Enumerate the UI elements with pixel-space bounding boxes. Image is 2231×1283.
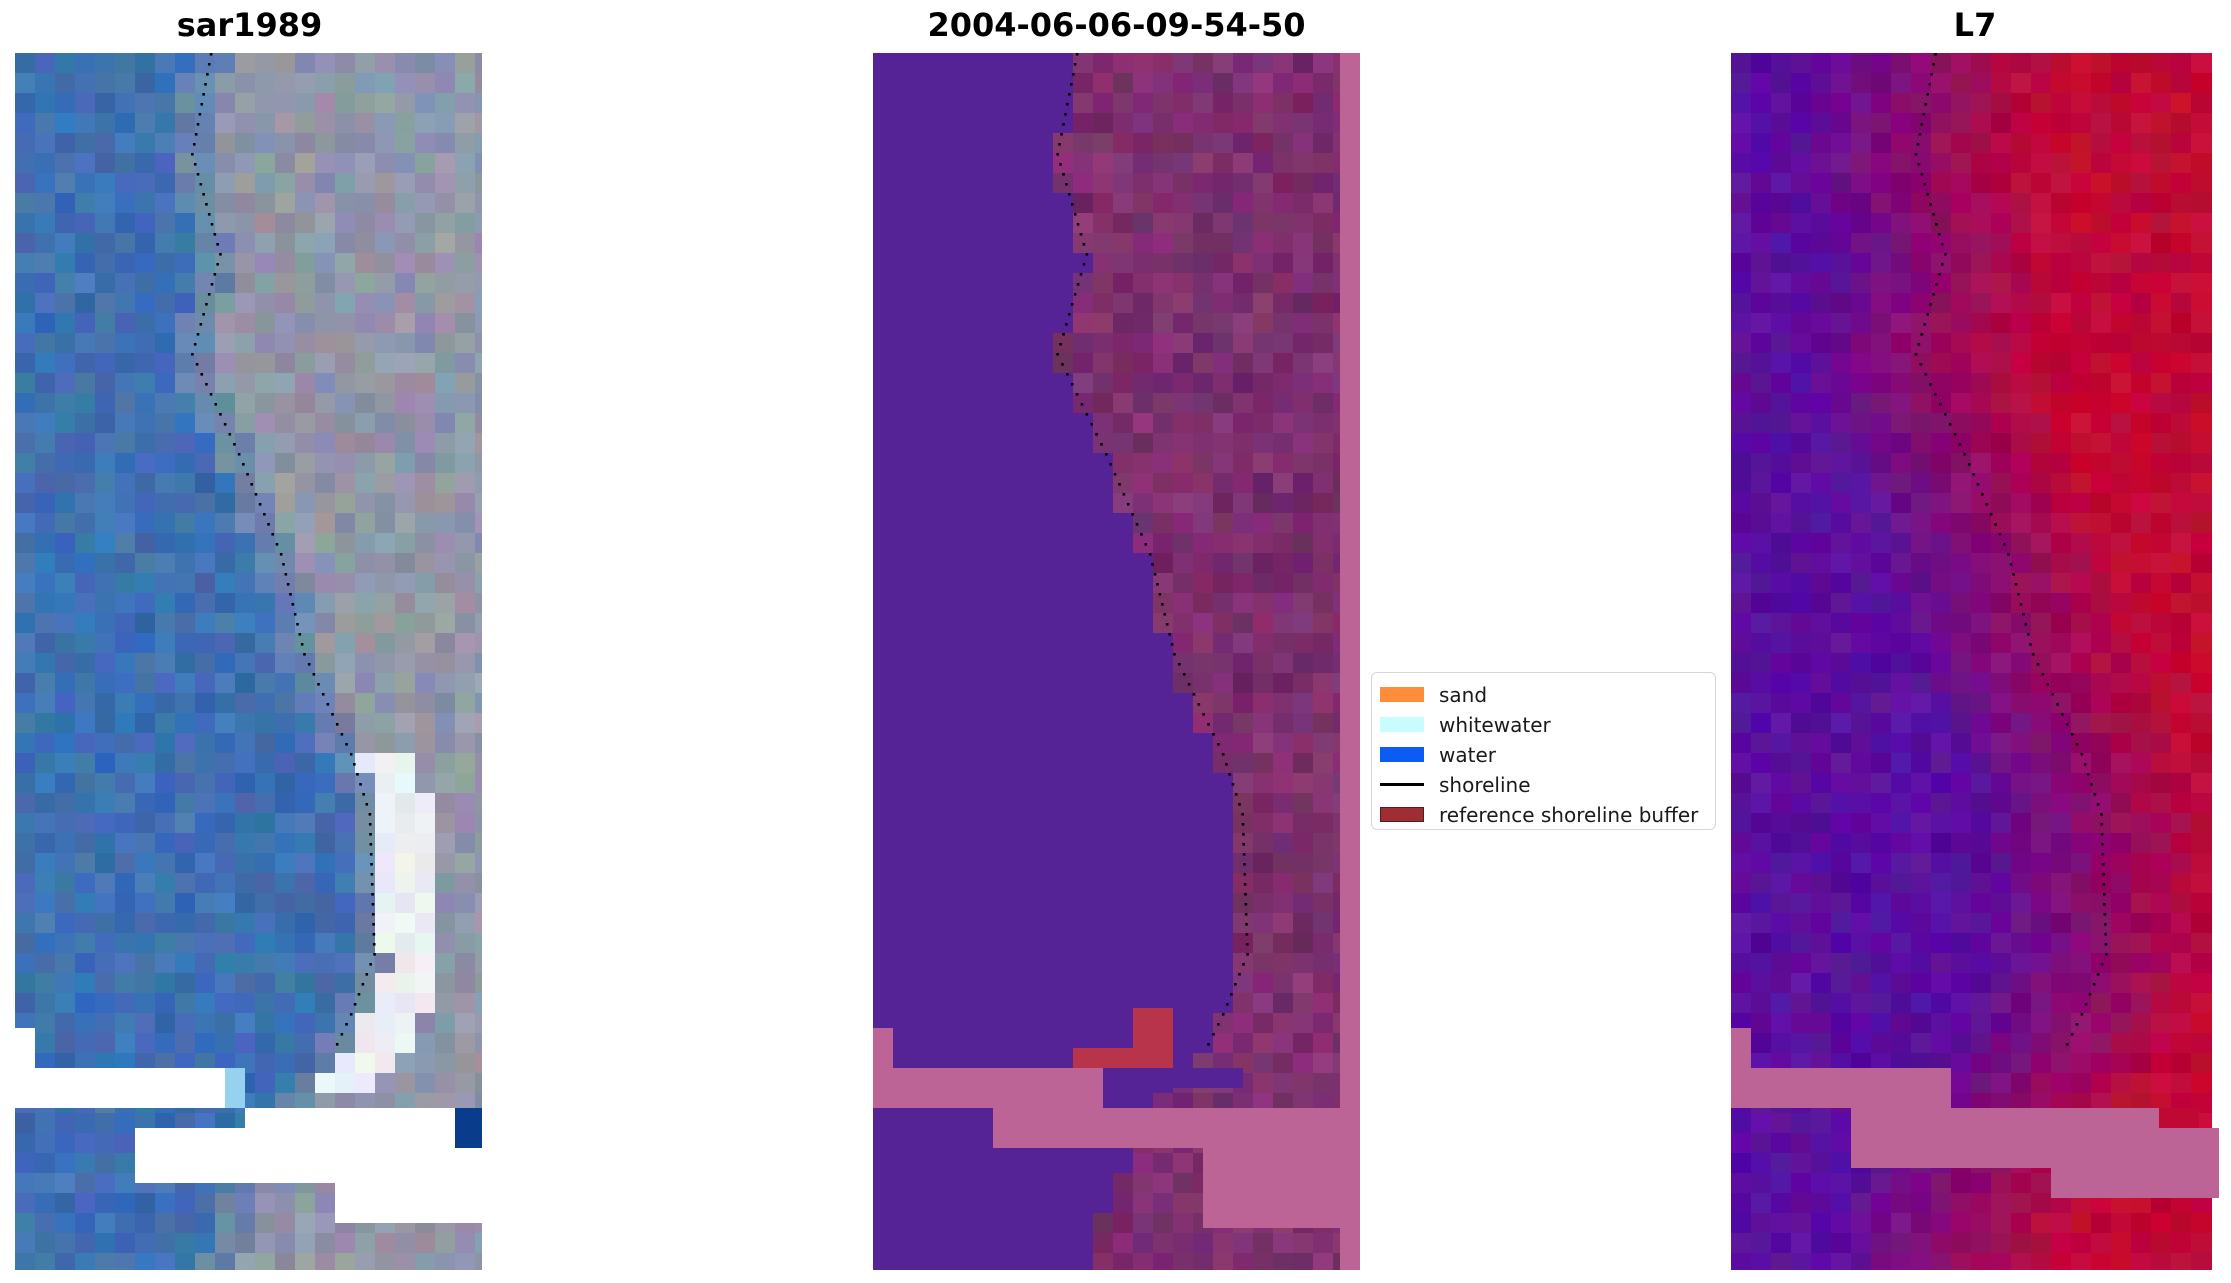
legend: sand whitewater water shoreline referenc… bbox=[1371, 672, 1716, 830]
legend-label-shoreline: shoreline bbox=[1439, 773, 1531, 797]
panel-title-ndwi: L7 bbox=[1953, 6, 1997, 44]
legend-item-shoreline: shoreline bbox=[1372, 770, 1715, 800]
reference-buffer-swatch bbox=[1380, 807, 1424, 822]
legend-label-whitewater: whitewater bbox=[1439, 713, 1551, 737]
legend-label-water: water bbox=[1439, 743, 1496, 767]
panel-title-rgb: sar1989 bbox=[176, 6, 323, 44]
shoreline-line-swatch bbox=[1380, 783, 1424, 786]
water-swatch bbox=[1380, 747, 1424, 762]
sand-swatch bbox=[1380, 687, 1424, 702]
rgb-image-panel bbox=[15, 53, 482, 1270]
classified-image-panel bbox=[873, 53, 1360, 1270]
legend-item-reference-buffer: reference shoreline buffer bbox=[1372, 800, 1715, 830]
ndwi-image-panel bbox=[1731, 53, 2219, 1270]
legend-label-sand: sand bbox=[1439, 683, 1488, 707]
whitewater-swatch bbox=[1380, 717, 1424, 732]
legend-label-reference-buffer: reference shoreline buffer bbox=[1439, 803, 1699, 827]
legend-item-water: water bbox=[1372, 740, 1715, 770]
legend-item-whitewater: whitewater bbox=[1372, 710, 1715, 740]
panel-title-classified: 2004-06-06-09-54-50 bbox=[927, 6, 1306, 44]
legend-item-sand: sand bbox=[1372, 680, 1715, 710]
